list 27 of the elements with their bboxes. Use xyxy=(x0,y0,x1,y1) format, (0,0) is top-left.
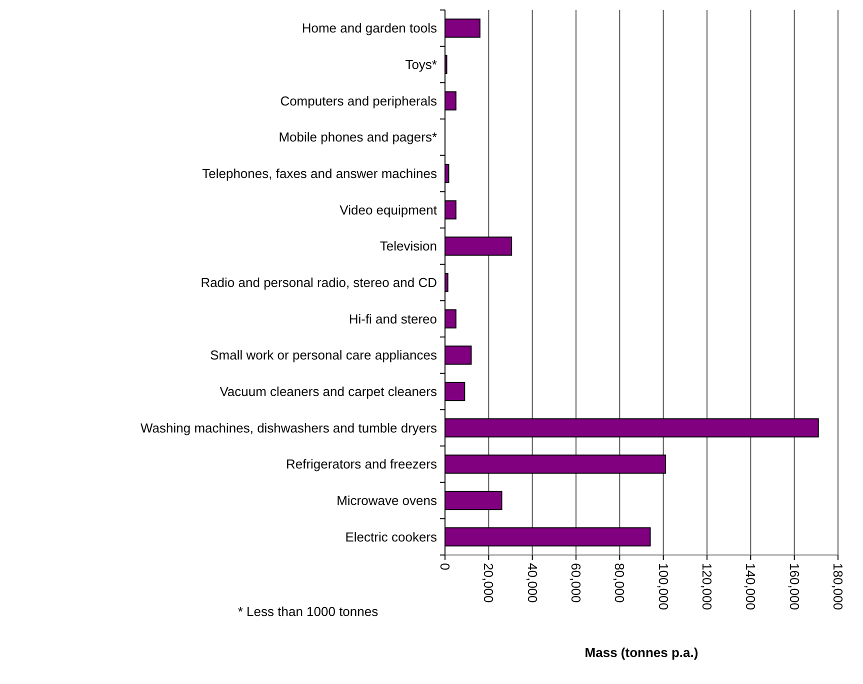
text: * Less than 1000 tonnes xyxy=(238,604,379,619)
x-axis-title: Mass (tonnes p.a.) xyxy=(584,645,698,660)
y-tick-label: Video equipment xyxy=(340,202,438,218)
y-tick-label: Washing machines, dishwashers and tumble dryers xyxy=(140,420,438,436)
x-tick-label: 60,000 xyxy=(568,563,584,603)
y-tick-label: Television xyxy=(380,238,437,254)
x-tick-label: 120,000 xyxy=(699,563,714,610)
x-tick-label: 40,000 xyxy=(524,563,540,603)
x-tick-label: 20,000 xyxy=(481,563,496,603)
y-tick-label: Home and garden tools xyxy=(302,20,438,36)
y-tick-label: Refrigerators and freezers xyxy=(286,456,438,472)
y-tick-label: Vacuum cleaners and carpet cleaners xyxy=(220,384,438,400)
y-tick-label: Small work or personal care appliances xyxy=(210,348,438,363)
x-tick-label: 80,000 xyxy=(612,563,628,603)
x-tick-label: 100,000 xyxy=(656,563,671,610)
y-tick-label: Telephones, faxes and answer machines xyxy=(202,166,438,182)
y-tick-label: Computers and peripherals xyxy=(280,93,438,108)
x-tick-label: 0 xyxy=(437,563,452,570)
y-tick-label: Hi-fi and stereo xyxy=(348,311,437,326)
y-tick-label: Mobile phones and pagers* xyxy=(278,130,437,145)
y-tick-label: Electric cookers xyxy=(345,529,438,544)
x-tick-label: 140,000 xyxy=(743,563,758,610)
x-tick-label: 160,000 xyxy=(786,563,802,610)
y-tick-label: Toys* xyxy=(405,57,437,72)
x-tick-label: 180,000 xyxy=(830,563,846,610)
y-tick-label: Radio and personal radio, stereo and CD xyxy=(200,275,437,290)
y-tick-label: Microwave ovens xyxy=(336,493,438,508)
